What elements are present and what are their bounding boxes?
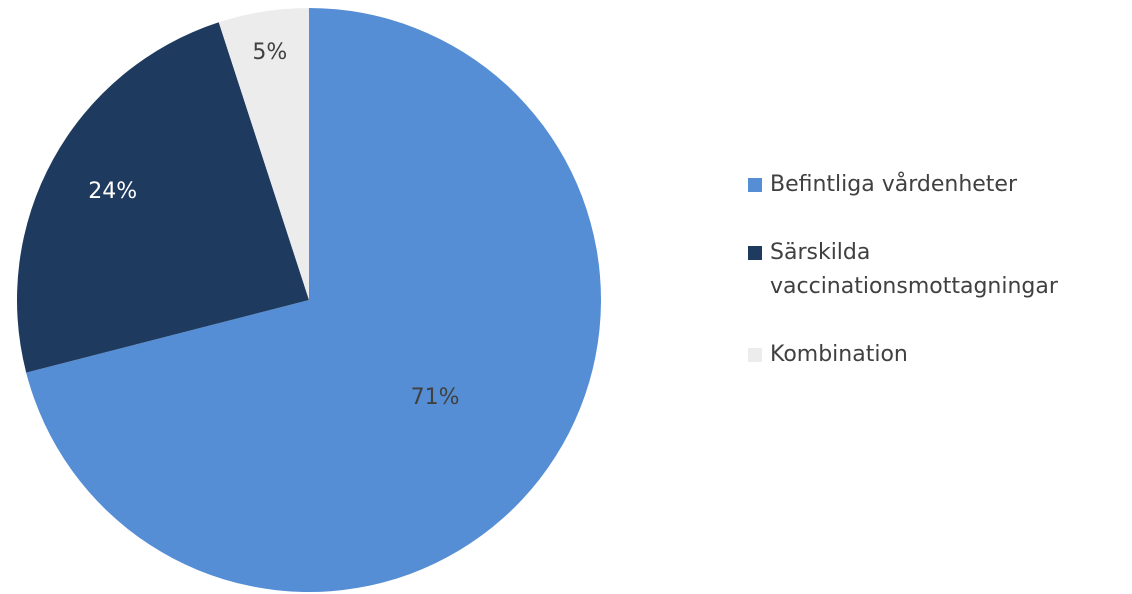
legend-item: Särskilda vaccinationsmottagningar (748, 236, 1058, 304)
data-label: 71% (411, 385, 460, 410)
data-label: 24% (88, 179, 137, 204)
legend-label: Befintliga vårdenheter (770, 172, 1018, 197)
legend-item: Kombination (748, 338, 1038, 372)
legend-item: Befintliga vårdenheter (748, 168, 1038, 202)
legend: Befintliga vårdenheter Särskilda vaccinat… (748, 168, 1058, 406)
legend-swatch (748, 246, 762, 260)
legend-swatch (748, 348, 762, 362)
chart: 71% 24% 5% (17, 8, 601, 593)
data-label: 5% (252, 40, 287, 65)
pie-slice (17, 22, 310, 373)
pie-slice (26, 8, 601, 593)
pie-slice (218, 8, 309, 300)
legend-swatch (748, 178, 762, 192)
legend-label: Kombination (770, 342, 908, 367)
legend-label: Särskilda vaccinationsmottagningar (770, 240, 1058, 299)
